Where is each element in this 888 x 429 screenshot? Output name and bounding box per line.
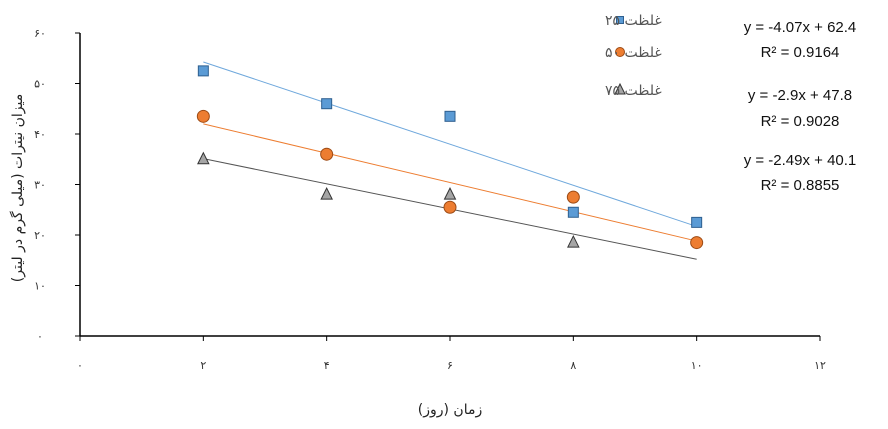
data-point-series-2 xyxy=(196,109,210,123)
trendline-series-1 xyxy=(203,61,697,227)
data-point-series-3 xyxy=(443,186,457,200)
equations: y = -4.07x + 62.4 R² = 0.9164 y = -2.9x + … xyxy=(744,19,857,194)
data-point-series-3 xyxy=(197,151,210,165)
data-point-series-3 xyxy=(567,234,580,248)
data-point-series-1 xyxy=(691,216,703,228)
legend-label-series-1: غلظت ۲۵ xyxy=(605,13,662,29)
x-tick-label: ۲ xyxy=(200,359,206,372)
trend-equation-series-2: y = -2.9x + 47.8 xyxy=(748,87,852,104)
legend-label-series-2: غلظت ۵۰ xyxy=(605,45,662,61)
legend-marker-series-2 xyxy=(615,47,625,57)
trend-equation-series-1: y = -4.07x + 62.4 xyxy=(744,19,857,36)
trend-r2-series-1: R² = 0.9164 xyxy=(761,44,840,61)
x-tick-label: ۸ xyxy=(570,359,576,372)
x-tick-label: ۱۲ xyxy=(814,359,826,372)
y-axis-title: میزان نیترات (میلی گرم در لیتر) xyxy=(9,94,26,282)
legend-label-series-3: غلظت ۷۵ xyxy=(605,83,662,99)
y-tick-label: ۲۰ xyxy=(34,229,46,242)
y-tick-label: ۴۰ xyxy=(34,128,46,141)
x-tick-label: ۰ xyxy=(77,359,83,372)
data-point-series-2 xyxy=(690,236,704,250)
data-points xyxy=(196,65,704,250)
data-point-series-2 xyxy=(443,200,457,214)
legend: غلظت ۲۵ غلظت ۵۰ غلظت ۷۵ xyxy=(605,13,662,99)
legend-marker-series-3 xyxy=(614,82,626,95)
data-point-series-1 xyxy=(321,98,333,110)
y-tick-label: ۱۰ xyxy=(34,280,46,293)
x-axis-title: زمان (روز) xyxy=(418,402,482,418)
y-tick-label: ۶۰ xyxy=(34,27,46,40)
trend-equation-series-3: y = -2.49x + 40.1 xyxy=(744,152,857,169)
trend-r2-series-2: R² = 0.9028 xyxy=(761,113,840,130)
data-point-series-3 xyxy=(320,186,333,200)
data-point-series-2 xyxy=(320,147,334,161)
x-tick-label: ۱۰ xyxy=(691,359,703,372)
trendline-series-2 xyxy=(203,123,697,242)
axes: ۰ ۱۰ ۲۰ ۳۰ ۴۰ ۵۰ ۶۰ ۰ ۲ ۴ ۶ ۸ ۱۰ ۱۲ xyxy=(34,27,826,372)
legend-marker-series-1 xyxy=(616,16,624,24)
data-point-series-1 xyxy=(567,206,579,218)
y-tick-label: ۵۰ xyxy=(34,78,46,91)
data-point-series-1 xyxy=(444,110,456,122)
y-tick-label: ۰ xyxy=(37,330,43,343)
x-tick-label: ۶ xyxy=(447,359,453,372)
data-point-series-1 xyxy=(197,65,209,77)
trend-r2-series-3: R² = 0.8855 xyxy=(761,177,840,194)
x-tick-label: ۴ xyxy=(324,359,330,372)
y-tick-label: ۳۰ xyxy=(34,179,46,192)
data-point-series-2 xyxy=(566,190,580,204)
